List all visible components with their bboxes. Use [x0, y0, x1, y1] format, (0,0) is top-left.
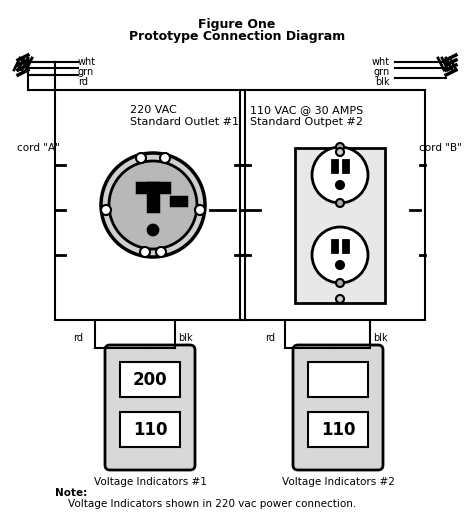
Circle shape [336, 261, 344, 269]
Bar [343, 240, 348, 252]
Text: rd: rd [265, 333, 275, 343]
Bar [137, 183, 169, 192]
Bar [332, 160, 337, 172]
Circle shape [156, 247, 166, 257]
Circle shape [312, 147, 368, 203]
Text: Prototype Connection Diagram: Prototype Connection Diagram [129, 30, 345, 43]
Bar [171, 197, 186, 205]
Circle shape [336, 148, 344, 156]
Circle shape [109, 161, 197, 249]
Text: blk: blk [178, 333, 192, 343]
Circle shape [312, 227, 368, 283]
Bar [332, 240, 337, 252]
Bar [295, 148, 385, 303]
Bar [120, 362, 180, 397]
Circle shape [336, 143, 344, 151]
Circle shape [136, 153, 146, 163]
Text: 220 VAC
Standard Outlet #1: 220 VAC Standard Outlet #1 [130, 105, 239, 126]
Text: 110: 110 [321, 421, 355, 439]
Bar [240, 90, 425, 320]
Circle shape [195, 205, 205, 215]
Text: wht: wht [78, 57, 96, 67]
Text: wht: wht [372, 57, 390, 67]
Circle shape [336, 295, 344, 303]
Circle shape [101, 205, 111, 215]
Text: cord "B": cord "B" [419, 143, 461, 153]
Bar [55, 90, 245, 320]
Text: Figure One: Figure One [198, 18, 276, 31]
Circle shape [160, 153, 170, 163]
Circle shape [336, 199, 344, 207]
Text: Voltage Indicators #2: Voltage Indicators #2 [282, 477, 394, 487]
Circle shape [140, 247, 150, 257]
Text: Voltage Indicators shown in 220 vac power connection.: Voltage Indicators shown in 220 vac powe… [55, 499, 356, 509]
Bar [308, 362, 368, 397]
Text: blk: blk [373, 333, 387, 343]
Bar [148, 183, 158, 211]
Circle shape [101, 153, 205, 257]
Circle shape [336, 181, 344, 189]
Circle shape [148, 225, 158, 235]
FancyBboxPatch shape [105, 345, 195, 470]
Text: cord "A": cord "A" [17, 143, 59, 153]
Bar [120, 412, 180, 447]
Text: 110 VAC @ 30 AMPS
Standard Outpet #2: 110 VAC @ 30 AMPS Standard Outpet #2 [250, 105, 363, 126]
Text: 110: 110 [133, 421, 167, 439]
Bar [343, 160, 348, 172]
Bar [308, 412, 368, 447]
Text: 200: 200 [133, 371, 167, 389]
Text: rd: rd [78, 77, 88, 87]
Text: Voltage Indicators #1: Voltage Indicators #1 [93, 477, 207, 487]
Text: rd: rd [73, 333, 83, 343]
Text: Note:: Note: [55, 488, 87, 498]
FancyBboxPatch shape [293, 345, 383, 470]
Text: blk: blk [375, 77, 390, 87]
Circle shape [336, 279, 344, 287]
Text: grn: grn [374, 67, 390, 77]
Text: grn: grn [78, 67, 94, 77]
